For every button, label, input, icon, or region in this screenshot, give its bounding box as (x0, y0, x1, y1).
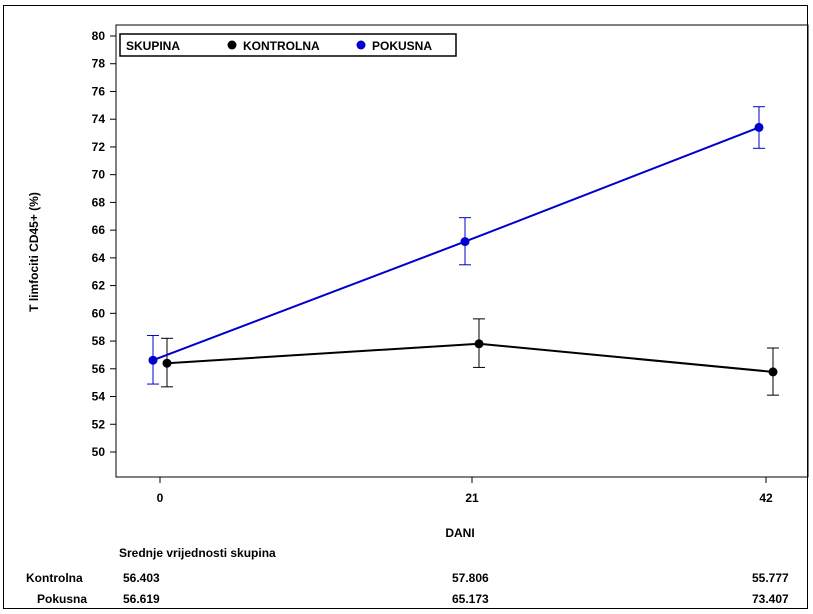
y-tick-label-70: 70 (92, 168, 106, 182)
legend-box (119, 33, 457, 57)
y-tick-label-52: 52 (92, 417, 106, 431)
point-kontrolna-42 (768, 367, 778, 377)
legend-marker-kontrolna (227, 40, 237, 50)
table-row-label-pokusna: Pokusna (37, 592, 87, 606)
point-kontrolna-21 (474, 339, 484, 349)
table-cell-pokusna-42: 73.407 (752, 592, 789, 606)
y-tick-label-72: 72 (92, 140, 106, 154)
table-cell-kontrolna-42: 55.777 (752, 571, 789, 585)
point-pokusna-21 (460, 237, 470, 247)
table-cell-pokusna-0: 56.619 (123, 592, 160, 606)
table-cell-kontrolna-21: 57.806 (452, 571, 489, 585)
y-tick-label-80: 80 (92, 29, 106, 43)
table-row-label-kontrolna: Kontrolna (26, 571, 83, 585)
y-tick-label-56: 56 (92, 362, 106, 376)
table-cell-pokusna-21: 65.173 (452, 592, 489, 606)
legend-label-kontrolna: KONTROLNA (243, 39, 320, 53)
x-tick-label-42: 42 (759, 491, 773, 505)
y-axis-label: T limfociti CD45+ (%) (27, 192, 41, 312)
y-tick-label-58: 58 (92, 334, 106, 348)
series-layer (147, 106, 779, 396)
plot-area (115, 24, 809, 478)
table-title: Srednje vrijednosti skupina (119, 546, 276, 560)
point-pokusna-0 (148, 355, 158, 365)
y-tick-label-78: 78 (92, 57, 106, 71)
x-tick-label-0: 0 (157, 491, 164, 505)
y-tick-label-62: 62 (92, 279, 106, 293)
y-tick-label-50: 50 (92, 445, 106, 459)
y-tick-label-68: 68 (92, 195, 106, 209)
x-axis: 0 21 42 (157, 477, 773, 505)
legend-title: SKUPINA (126, 39, 180, 53)
y-tick-label-64: 64 (92, 251, 106, 265)
legend-label-pokusna: POKUSNA (372, 39, 432, 53)
series-line-kontrolna (166, 342, 774, 373)
y-tick-label-60: 60 (92, 306, 106, 320)
series-line-pokusna (152, 126, 760, 362)
y-axis: 50 52 54 56 58 60 62 64 66 68 70 72 74 76 78 80 (92, 29, 116, 459)
legend-marker-pokusna (356, 40, 366, 50)
y-tick-label-76: 76 (92, 84, 106, 98)
legend: SKUPINA KONTROLNA POKUSNA (119, 33, 457, 57)
means-table: Srednje vrijednosti skupina Kontrolna 56… (26, 546, 789, 606)
y-tick-label-74: 74 (92, 112, 106, 126)
y-tick-label-66: 66 (92, 223, 106, 237)
x-tick-label-21: 21 (465, 491, 479, 505)
y-tick-label-54: 54 (92, 390, 106, 404)
x-axis-label: DANI (445, 526, 474, 540)
table-cell-kontrolna-0: 56.403 (123, 571, 160, 585)
point-kontrolna-0 (162, 358, 172, 368)
point-pokusna-42 (754, 122, 764, 132)
